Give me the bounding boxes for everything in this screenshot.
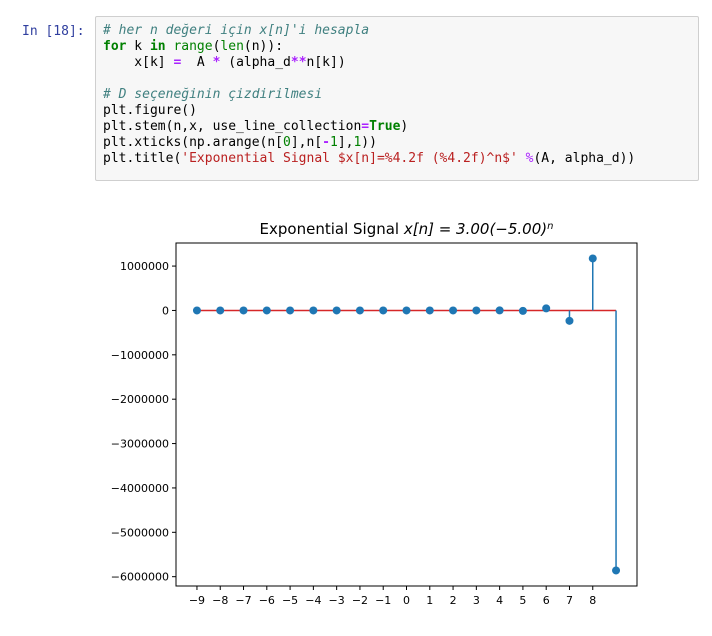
stem-marker bbox=[402, 306, 411, 315]
x-tick-label: −1 bbox=[375, 594, 391, 607]
code-token: range bbox=[173, 39, 213, 54]
code-token: in bbox=[149, 39, 166, 54]
code-token: * bbox=[212, 55, 221, 70]
code-line: plt.title('Exponential Signal $x[n]=%4.2… bbox=[103, 151, 698, 167]
code-token: ],n[ bbox=[290, 135, 323, 150]
y-tick-label: −3000000 bbox=[111, 438, 169, 451]
stem-marker bbox=[542, 304, 551, 313]
code-token: 1 bbox=[329, 135, 338, 150]
code-line: # D seçeneğinin çizdirilmesi bbox=[103, 87, 698, 103]
code-token: 0 bbox=[283, 135, 291, 150]
y-tick-label: 1000000 bbox=[120, 260, 169, 273]
code-token: % bbox=[525, 151, 534, 166]
code-token: = bbox=[361, 119, 370, 134]
y-tick-label: −2000000 bbox=[111, 393, 169, 406]
stem-plot: Exponential Signal x[n] = 3.00(−5.00)n 1… bbox=[111, 220, 638, 607]
stem-marker bbox=[192, 306, 201, 315]
code-token: n[k]) bbox=[306, 55, 346, 70]
x-tick-label: 8 bbox=[589, 594, 596, 607]
code-line: plt.stem(n,x, use_line_collection=True) bbox=[103, 119, 698, 135]
code-cell-input[interactable]: # her n değeri için x[n]'i hesapla for k … bbox=[95, 16, 699, 181]
stem-marker bbox=[332, 306, 341, 315]
stem-marker bbox=[495, 306, 504, 315]
code-token: - bbox=[322, 135, 330, 150]
x-tick-label: 4 bbox=[496, 594, 503, 607]
code-token: = bbox=[173, 55, 182, 70]
stem-marker bbox=[518, 306, 527, 315]
code-line: # her n değeri için x[n]'i hesapla bbox=[103, 23, 698, 39]
plot-frame bbox=[175, 242, 638, 587]
code-token: ( bbox=[212, 39, 221, 54]
stem-marker bbox=[286, 306, 295, 315]
code-token: # D seçeneğinin çizdirilmesi bbox=[103, 87, 323, 102]
code-token bbox=[518, 151, 526, 166]
code-token: len bbox=[220, 39, 244, 54]
stem-marker bbox=[239, 306, 248, 315]
code-line: x[k] = A * (alpha_d**n[k]) bbox=[103, 55, 698, 71]
code-token: A bbox=[181, 55, 213, 70]
code-token: (n)): bbox=[243, 39, 284, 54]
x-tick-label: −5 bbox=[282, 594, 298, 607]
code-token: k bbox=[126, 39, 150, 54]
stem-marker bbox=[449, 306, 458, 315]
code-token: plt.figure() bbox=[103, 103, 197, 118]
x-tick-label: −8 bbox=[212, 594, 228, 607]
code-line: for k in range(len(n)): bbox=[103, 39, 698, 55]
stem-marker bbox=[216, 306, 225, 315]
x-tick-label: 2 bbox=[450, 594, 457, 607]
code-line: plt.xticks(np.arange(n[0],n[-1],1)) bbox=[103, 135, 698, 151]
x-tick-label: −2 bbox=[352, 594, 368, 607]
code-line: plt.figure() bbox=[103, 103, 698, 119]
x-tick-label: 0 bbox=[403, 594, 410, 607]
x-tick-label: 6 bbox=[543, 594, 550, 607]
code-token: (alpha_d bbox=[220, 55, 291, 70]
x-tick-label: 1 bbox=[426, 594, 433, 607]
x-tick-label: −9 bbox=[189, 594, 205, 607]
code-token: True bbox=[369, 119, 401, 134]
y-tick-label: −5000000 bbox=[111, 526, 169, 539]
code-token: # her n değeri için x[n]'i hesapla bbox=[103, 23, 370, 38]
x-tick-label: 3 bbox=[473, 594, 480, 607]
x-tick-label: −3 bbox=[329, 594, 345, 607]
code-token: plt.title( bbox=[103, 151, 182, 166]
code-token: for bbox=[103, 39, 127, 54]
stem-marker bbox=[588, 254, 597, 263]
x-tick-label: 5 bbox=[519, 594, 526, 607]
stem-marker bbox=[565, 316, 574, 325]
stem-marker bbox=[379, 306, 388, 315]
code-token: plt.stem(n,x, use_line_collection bbox=[103, 119, 362, 134]
cell-output: Exponential Signal x[n] = 3.00(−5.00)n 1… bbox=[70, 210, 650, 630]
code-line bbox=[103, 71, 698, 87]
code-token: ** bbox=[290, 55, 307, 70]
stem-marker bbox=[355, 306, 364, 315]
x-tick-label: −6 bbox=[259, 594, 275, 607]
y-tick-label: −4000000 bbox=[111, 482, 169, 495]
code-token: x[k] bbox=[103, 55, 174, 70]
code-token: )) bbox=[361, 135, 377, 150]
stem-marker bbox=[309, 306, 318, 315]
y-tick-label: −1000000 bbox=[111, 349, 169, 362]
code-token: ], bbox=[337, 135, 354, 150]
code-token: 1 bbox=[353, 135, 362, 150]
code-token: plt.xticks(np.arange(n[ bbox=[103, 135, 284, 150]
code-token: (A, alpha_d)) bbox=[533, 151, 636, 166]
chart-title: Exponential Signal x[n] = 3.00(−5.00)n bbox=[260, 220, 554, 238]
x-tick-label: −7 bbox=[235, 594, 251, 607]
code-token: 'Exponential Signal $x[n]=%4.2f (%4.2f)^… bbox=[181, 151, 518, 166]
cell-prompt: In [18]: bbox=[22, 24, 85, 39]
code-token: ) bbox=[400, 119, 409, 134]
stem-marker bbox=[612, 566, 621, 575]
stem-marker bbox=[262, 306, 271, 315]
stem-marker bbox=[425, 306, 434, 315]
y-tick-label: 0 bbox=[162, 304, 169, 317]
x-tick-label: 7 bbox=[566, 594, 573, 607]
x-tick-label: −4 bbox=[305, 594, 321, 607]
y-tick-label: −6000000 bbox=[111, 571, 169, 584]
stem-marker bbox=[472, 306, 481, 315]
